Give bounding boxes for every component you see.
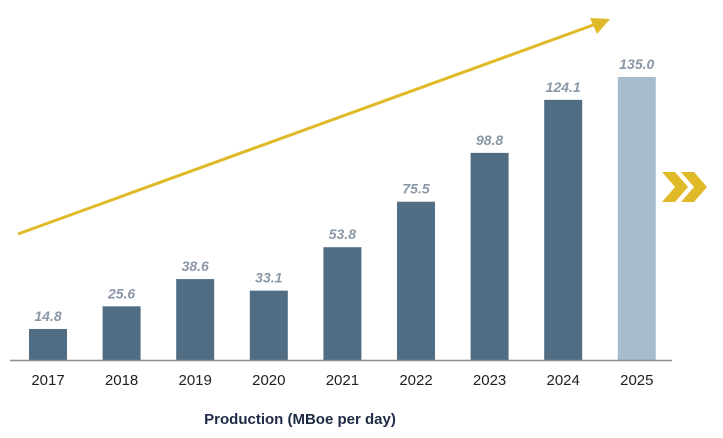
x-tick-2020: 2020 xyxy=(252,372,285,389)
x-tick-2023: 2023 xyxy=(473,372,506,389)
bar-2017 xyxy=(29,328,67,360)
bar-2019 xyxy=(176,279,215,360)
data-label-2022: 75.5 xyxy=(402,181,429,197)
bar-2025 xyxy=(617,77,656,360)
bar-2021 xyxy=(323,247,362,360)
data-label-2019: 38.6 xyxy=(182,258,209,274)
bar-2020 xyxy=(249,290,288,360)
bar-2018 xyxy=(102,306,141,360)
data-label-2020: 33.1 xyxy=(255,270,282,286)
x-tick-2024: 2024 xyxy=(547,372,580,389)
x-tick-2019: 2019 xyxy=(179,372,212,389)
data-label-2018: 25.6 xyxy=(107,285,135,301)
data-label-2025: 135.0 xyxy=(619,56,654,72)
bars xyxy=(29,77,656,360)
x-tick-labels: 2017 2018 2019 2020 2021 2022 2023 2024 2025 xyxy=(31,372,653,389)
x-tick-2018: 2018 xyxy=(105,372,138,389)
x-tick-2021: 2021 xyxy=(326,372,359,389)
data-label-2021: 53.8 xyxy=(329,226,356,242)
x-axis-title: Production (MBoe per day) xyxy=(204,411,396,428)
data-labels: 14.8 25.6 38.6 33.1 53.8 75.5 98.8 124.1 135.0 xyxy=(34,56,654,324)
data-label-2017: 14.8 xyxy=(34,308,61,324)
data-label-2024: 124.1 xyxy=(546,79,581,95)
x-tick-2017: 2017 xyxy=(31,372,64,389)
double-chevron-right-icon xyxy=(662,172,707,202)
data-label-2023: 98.8 xyxy=(476,132,503,148)
bar-2024 xyxy=(544,99,583,360)
x-tick-2022: 2022 xyxy=(399,372,432,389)
bar-2023 xyxy=(470,152,509,360)
x-tick-2025: 2025 xyxy=(620,372,653,389)
bar-2022 xyxy=(397,201,435,360)
trend-arrow-icon xyxy=(17,18,610,236)
